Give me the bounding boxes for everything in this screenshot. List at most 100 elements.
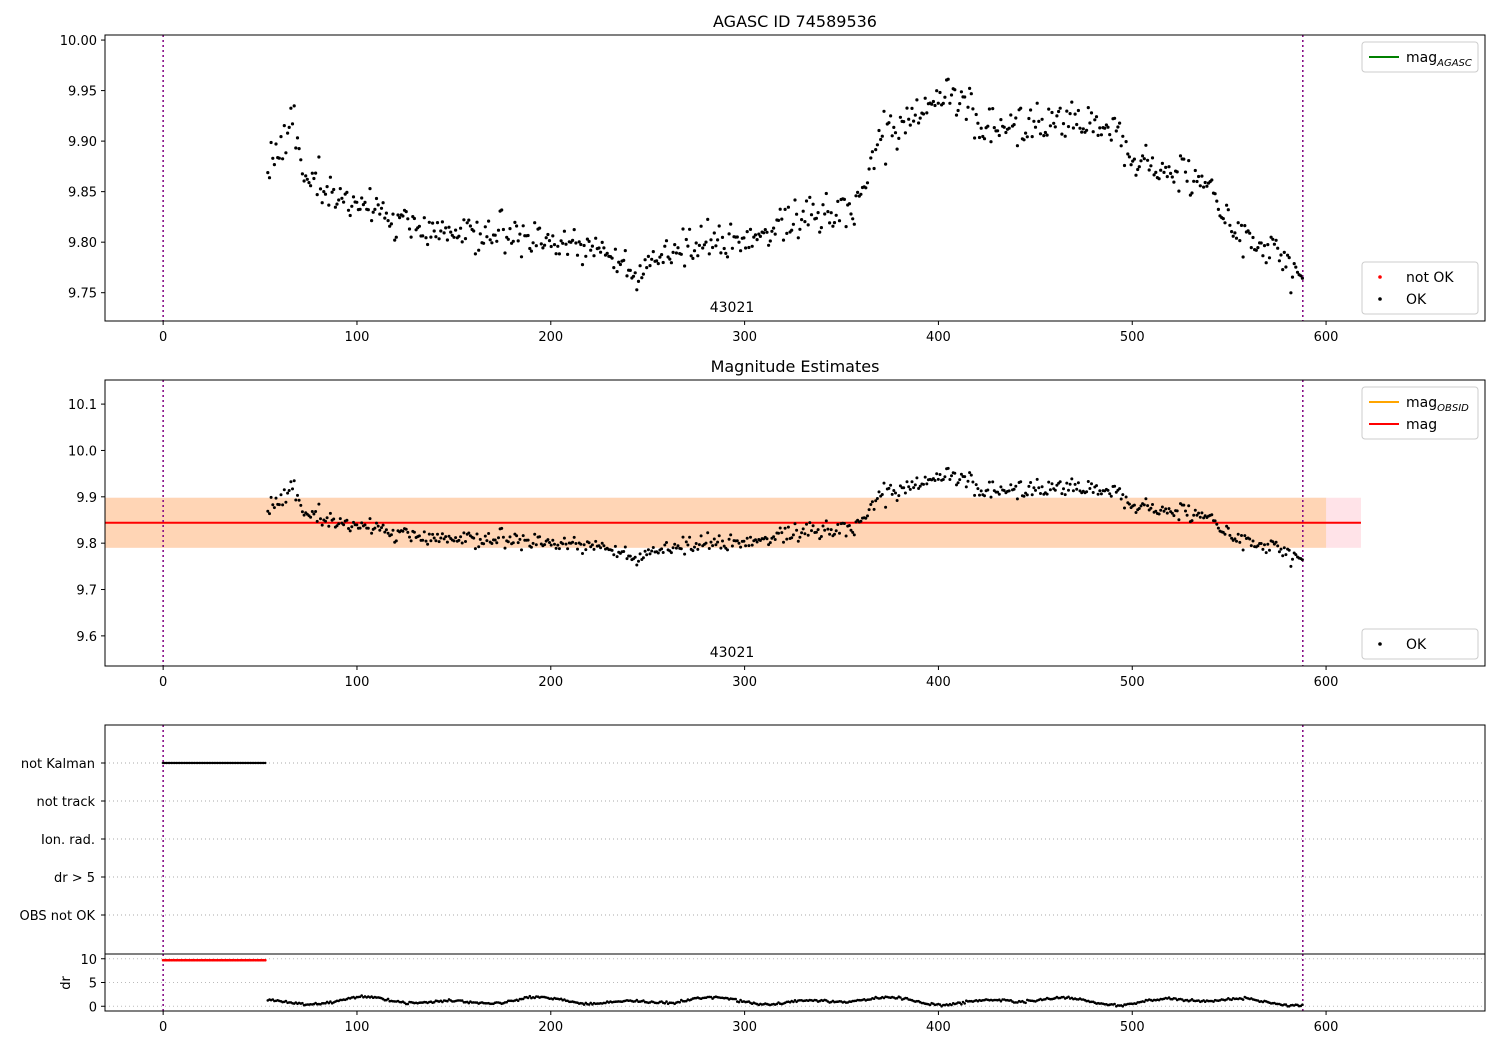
mag-estimate-point (467, 531, 471, 535)
y-tick-label: 9.6 (76, 630, 97, 645)
mag-ok-point (958, 102, 962, 106)
mag-estimate-point (1276, 544, 1280, 548)
mag-ok-point (440, 220, 444, 224)
mag-estimate-point (645, 553, 649, 557)
mag-ok-point (477, 248, 481, 252)
dr-ok-point (678, 1001, 681, 1004)
mag-ok-point (1150, 156, 1155, 160)
mag-ok-point (854, 194, 858, 198)
mag-ok-point (320, 201, 324, 205)
mag-ok-point (515, 224, 519, 228)
mag-estimate-point (597, 544, 601, 548)
mag-estimate-point (526, 538, 530, 542)
x-tick-label: 200 (538, 675, 563, 690)
mag-estimate-point (1142, 503, 1146, 507)
mag-estimate-point (887, 486, 891, 490)
mag-estimate-point (472, 536, 476, 540)
mag-estimate-point (1045, 492, 1049, 496)
x-tick-label: 200 (538, 330, 563, 345)
mag-ok-point (1043, 130, 1047, 135)
mag-estimate-point (1240, 534, 1243, 537)
mag-estimate-point (299, 503, 303, 507)
mag-estimate-point (694, 542, 698, 545)
mag-estimate-point (531, 541, 535, 545)
mag-ok-point (1137, 165, 1141, 169)
mag-estimate-point (1037, 486, 1041, 490)
mag-ok-point (462, 218, 466, 222)
agasc-panel: AGASC ID 74589536 43021 0 100 200 300 400 500… (60, 12, 1486, 345)
mag-estimate-point (473, 547, 477, 551)
mag-estimate-point (795, 528, 799, 532)
mag-ok-point (312, 176, 316, 181)
mag-estimate-point (895, 499, 899, 502)
mag-ok-point (1058, 106, 1062, 110)
mag-estimate-point (1062, 487, 1065, 491)
mag-ok-point (332, 187, 336, 192)
mag-ok-point (683, 264, 687, 268)
y-tick-label: 9.8 (76, 537, 97, 552)
flag-point (250, 761, 254, 765)
mag-ok-point (376, 203, 380, 207)
mag-estimate-point (729, 533, 733, 537)
flag-point (209, 761, 213, 765)
mag-estimate-point (800, 531, 804, 535)
legend-box (1361, 386, 1479, 440)
y-tick-label: 9.90 (68, 135, 97, 150)
mag-ok-point (615, 270, 619, 274)
mag-estimate-point (286, 491, 290, 495)
mag-ok-point (907, 117, 911, 121)
y-tick-label: 10.1 (68, 398, 97, 413)
mag-estimate-point (1281, 554, 1285, 558)
mag-ok-point (1164, 165, 1168, 169)
mag-ok-point (396, 213, 400, 217)
mag-ok-point (943, 95, 947, 99)
mag-ok-point (1038, 132, 1043, 136)
mag-ok-point (722, 246, 726, 251)
mag-ok-point (976, 121, 980, 125)
mag-ok-point (1178, 154, 1183, 158)
mag-ok-point (1223, 221, 1227, 225)
mag-ok-point (552, 243, 557, 247)
mag-ok-point (758, 234, 763, 238)
mag-estimate-point (284, 500, 288, 504)
mag-ok-point (781, 238, 786, 242)
mag-ok-point (1281, 268, 1285, 272)
mag-ok-point (1159, 168, 1163, 172)
mag-ok-point (770, 229, 774, 233)
mag-ok-point (905, 106, 909, 110)
mag-ok-point (495, 239, 499, 243)
mag-estimate-point (716, 540, 720, 544)
mag-ok-point (636, 279, 641, 283)
mag-ok-point (554, 252, 558, 256)
flag-point (244, 761, 247, 765)
mag-ok-point (772, 226, 776, 230)
y-tick-label: 9.80 (68, 236, 97, 251)
mag-ok-point (930, 102, 934, 106)
mag-estimate-point (773, 538, 777, 541)
x-tick-label: 500 (1120, 675, 1145, 690)
mag-estimate-point (404, 527, 408, 531)
mag-estimate-point (979, 489, 983, 493)
mag-ok-point (1266, 243, 1270, 247)
mag-estimate-point (300, 510, 304, 514)
mag-ok-point (1192, 179, 1196, 183)
mag-estimate-point (996, 490, 1000, 494)
mag-ok-point (837, 219, 842, 223)
mag-estimate-point (821, 524, 825, 528)
mag-estimate-point (1162, 509, 1166, 513)
mag-estimate-point (964, 485, 968, 489)
legend-box (1361, 261, 1479, 315)
mag-ok-point (325, 185, 329, 189)
mag-estimate-point (882, 481, 886, 485)
mag-estimate-point (870, 500, 874, 504)
mag-ok-point (963, 95, 967, 99)
mag-ok-point (1114, 129, 1118, 133)
mag-ok-point (394, 235, 398, 239)
mag-estimate-point (894, 491, 897, 495)
mag-ok-point (1264, 261, 1268, 265)
mag-ok-point (808, 195, 812, 199)
mag-ok-point (323, 192, 328, 196)
plot-frame (104, 34, 1486, 322)
mag-ok-point (796, 236, 800, 240)
